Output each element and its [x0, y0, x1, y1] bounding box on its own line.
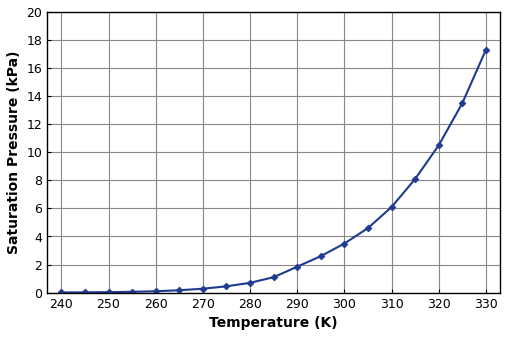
X-axis label: Temperature (K): Temperature (K) — [209, 316, 338, 330]
Y-axis label: Saturation Pressure (kPa): Saturation Pressure (kPa) — [7, 51, 21, 254]
